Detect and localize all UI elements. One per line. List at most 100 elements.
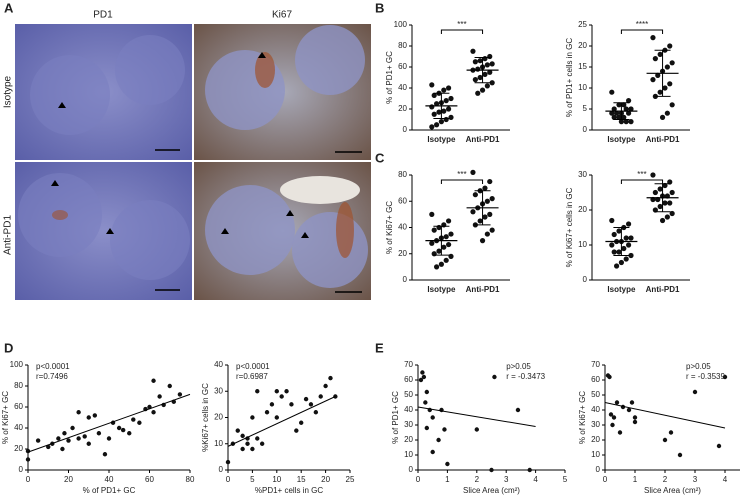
- y-tick-label: 10: [578, 240, 587, 249]
- x-tick-label: 3: [693, 475, 698, 484]
- y-tick-label: 0: [583, 125, 588, 134]
- data-point: [423, 400, 428, 405]
- data-point: [76, 436, 81, 441]
- x-tick-label: 2: [663, 475, 668, 484]
- sd-bar: [474, 190, 491, 226]
- y-axis-label: % of Ki67+ GC: [385, 201, 394, 254]
- data-point: [614, 110, 620, 116]
- data-point: [441, 244, 447, 250]
- column-label: Ki67: [272, 10, 292, 21]
- row-label: Anti-PD1: [3, 215, 14, 255]
- data-point: [274, 415, 279, 420]
- data-point: [264, 410, 270, 415]
- y-tick-label: 20: [14, 444, 23, 453]
- data-point: [623, 235, 629, 241]
- data-point: [669, 210, 675, 217]
- panel-label: C: [375, 150, 385, 165]
- data-point: [628, 119, 634, 125]
- data-point: [131, 417, 136, 422]
- y-tick-label: 15: [578, 62, 587, 71]
- x-tick-label: Anti-PD1: [646, 135, 680, 144]
- y-tick-label: 10: [591, 450, 600, 459]
- annotation: p>0.05: [686, 362, 711, 371]
- data-point: [82, 434, 87, 439]
- data-point: [442, 427, 447, 432]
- data-point: [318, 394, 323, 399]
- y-tick-label: 10: [214, 439, 223, 448]
- data-point: [436, 248, 442, 254]
- y-tick-label: 40: [591, 405, 600, 414]
- data-point: [632, 415, 638, 420]
- y-axis-label: % of Ki67+ GC: [1, 391, 10, 444]
- data-point: [429, 211, 435, 217]
- data-point: [279, 394, 284, 399]
- data-point: [482, 214, 488, 220]
- x-tick-label: 0: [416, 475, 421, 484]
- data-point: [475, 66, 481, 72]
- data-point: [664, 214, 670, 220]
- data-point: [472, 192, 478, 198]
- data-point: [472, 77, 478, 83]
- data-point: [313, 410, 319, 415]
- data-point: [610, 422, 615, 428]
- data-point: [151, 378, 156, 383]
- data-point: [470, 209, 476, 215]
- data-point: [102, 452, 108, 457]
- data-point: [472, 59, 478, 65]
- y-tick-label: 100: [10, 360, 24, 369]
- data-point: [611, 231, 617, 238]
- data-point: [259, 441, 265, 446]
- y-tick-label: 0: [19, 465, 24, 474]
- y-tick-label: 60: [398, 196, 407, 205]
- data-point: [626, 407, 632, 413]
- y-tick-label: 20: [578, 205, 587, 214]
- data-point: [441, 87, 447, 93]
- data-point: [438, 261, 444, 267]
- x-tick-label: 0: [226, 475, 231, 484]
- data-point: [446, 241, 452, 248]
- x-tick-label: 60: [145, 475, 154, 484]
- x-tick-label: 80: [186, 475, 195, 484]
- x-axis-label: % of PD1+ GC: [83, 486, 136, 495]
- y-tick-label: 10: [404, 450, 413, 459]
- data-point: [294, 428, 299, 433]
- data-point: [477, 58, 483, 64]
- y-tick-label: 30: [591, 420, 600, 429]
- data-point: [255, 389, 260, 394]
- fit-line: [227, 396, 336, 447]
- data-point: [492, 374, 497, 380]
- data-point: [489, 80, 495, 86]
- data-point: [436, 437, 441, 443]
- x-axis-label: Slice Area (cm²): [463, 486, 520, 495]
- data-point: [137, 420, 142, 425]
- data-point: [628, 235, 634, 241]
- data-point: [489, 227, 495, 233]
- data-point: [448, 231, 454, 237]
- significance-label: ***: [637, 170, 646, 179]
- data-point: [614, 263, 620, 269]
- data-point: [429, 240, 435, 246]
- data-point: [484, 231, 490, 237]
- y-tick-label: 20: [398, 104, 407, 113]
- y-tick-label: 0: [596, 465, 601, 474]
- data-point: [127, 431, 132, 436]
- data-point: [608, 412, 614, 417]
- data-point: [60, 446, 65, 452]
- data-point: [662, 437, 668, 443]
- significance-label: ***: [457, 170, 466, 179]
- y-tick-label: 10: [578, 83, 587, 92]
- data-point: [177, 392, 183, 397]
- x-tick-label: 4: [533, 475, 538, 484]
- data-point: [289, 402, 294, 407]
- data-point: [418, 377, 424, 383]
- data-point: [669, 189, 675, 196]
- data-point: [474, 427, 479, 432]
- annotation: r = -0.3473: [506, 372, 545, 381]
- data-point: [616, 249, 622, 255]
- data-point: [667, 81, 673, 87]
- y-tick-label: 60: [404, 375, 413, 384]
- data-point: [621, 245, 627, 252]
- y-tick-label: 0: [219, 465, 224, 474]
- y-tick-label: 60: [14, 402, 23, 411]
